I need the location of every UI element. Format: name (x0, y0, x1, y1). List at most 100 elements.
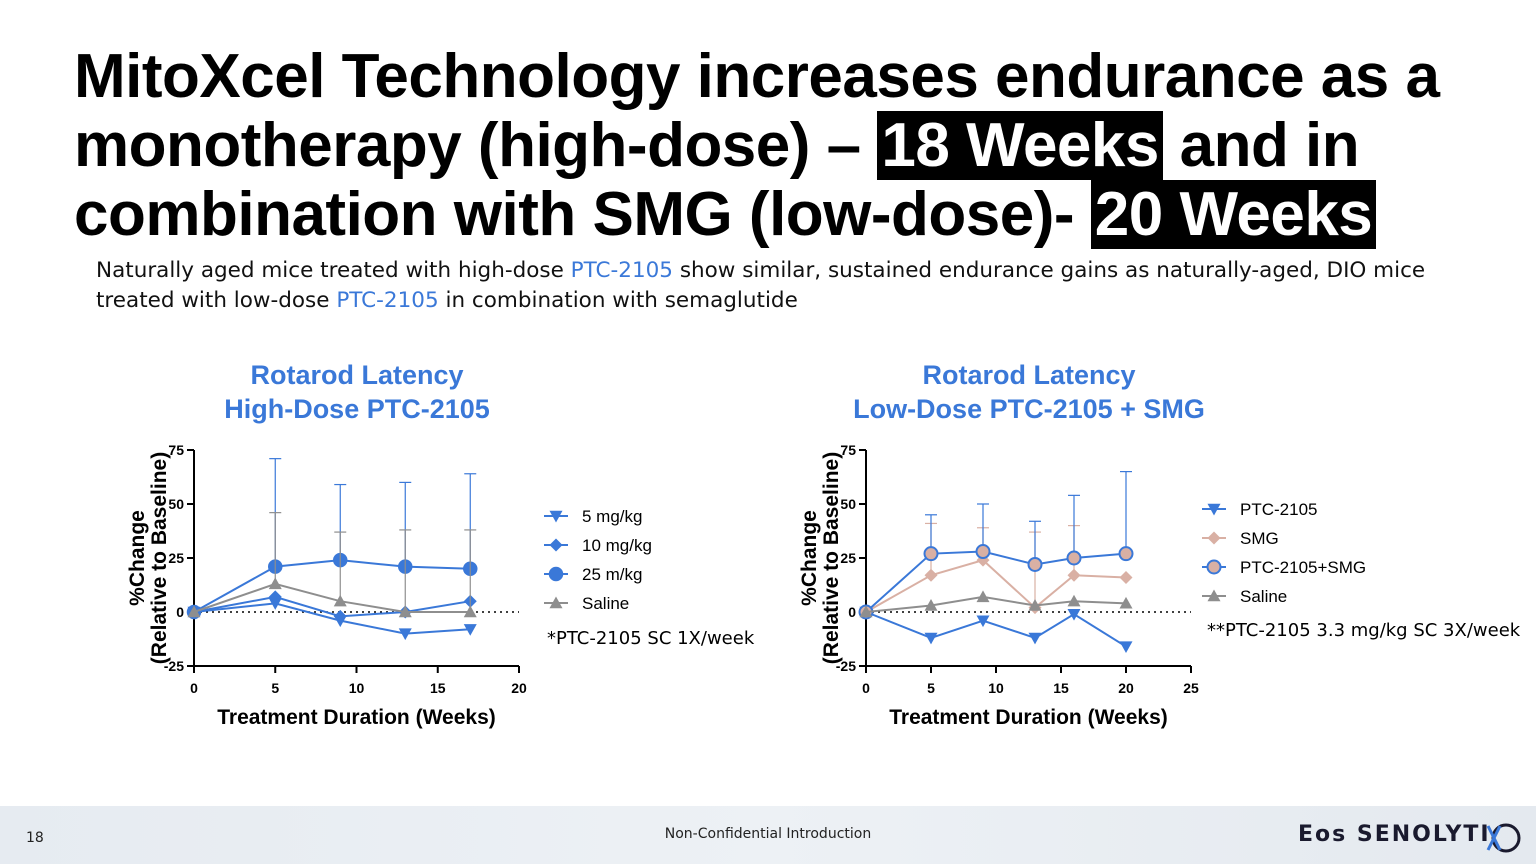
data-point (398, 628, 412, 641)
company-logo: Eos SENOLYTI (1298, 822, 1491, 847)
data-point (268, 598, 282, 610)
data-point (923, 546, 939, 562)
page-number: 18 (26, 830, 44, 846)
chart-title-line-1: Low-Dose PTC-2105 + SMG (853, 394, 1205, 424)
data-point (333, 594, 347, 607)
data-point (1119, 641, 1133, 654)
data-point (1119, 596, 1133, 609)
data-point (187, 605, 201, 618)
data-point (924, 568, 938, 582)
y-tick-label: 25 (840, 550, 856, 566)
data-point (398, 605, 412, 618)
y-axis-label-0: %Change (798, 510, 821, 606)
legend-marker (1207, 503, 1221, 516)
data-point (924, 599, 938, 611)
legend-label: PTC-2105+SMG (1240, 558, 1366, 577)
series-2 (858, 470, 1134, 620)
x-tick-label: 20 (511, 680, 527, 696)
data-point (1067, 608, 1081, 621)
data-point (1028, 599, 1042, 611)
legend-label: PTC-2105 (1240, 500, 1317, 519)
data-point (1028, 632, 1042, 645)
legend-label: SMG (1240, 529, 1279, 548)
logo-x-mark-icon (1486, 823, 1521, 853)
x-tick-label: 25 (1183, 680, 1199, 696)
data-point (924, 632, 938, 645)
x-tick-label: 5 (927, 680, 935, 696)
series-line (865, 595, 1127, 613)
data-point (975, 544, 991, 560)
title-text-2: and in combination with SMG (low-dose)- (74, 111, 1360, 249)
data-point (463, 624, 477, 636)
chart-note: **PTC-2105 3.3 mg/kg SC 3X/week (1207, 620, 1521, 641)
y-tick-label: 25 (168, 550, 184, 566)
chart-note: *PTC-2105 SC 1X/week (547, 628, 755, 649)
legend-label: 10 mg/kg (582, 536, 652, 555)
x-tick-label: 15 (430, 680, 446, 696)
slide-title: MitoXcel Technology increases endurance … (74, 42, 1514, 249)
y-tick-label: -25 (164, 658, 184, 674)
series-1 (859, 522, 1133, 619)
legend-marker (549, 538, 563, 552)
slide-subtitle: Naturally aged mice treated with high-do… (96, 256, 1496, 316)
footer-bar (0, 806, 1536, 864)
y-tick-label: 0 (176, 604, 184, 620)
data-point (1118, 546, 1134, 562)
data-point (268, 590, 282, 604)
legend-marker (1207, 589, 1221, 602)
series-2 (186, 458, 478, 620)
data-point (1119, 570, 1133, 584)
chart-high-dose: Rotarod Latency High-Dose PTC-2105 %Change… (126, 360, 755, 729)
x-tick-label: 0 (862, 680, 870, 696)
subtitle-text-1: Naturally aged mice treated with high-do… (96, 258, 571, 283)
series-3 (187, 512, 477, 618)
subtitle-drug-1: PTC-2105 (570, 258, 673, 283)
title-text-1: MitoXcel Technology increases endurance … (74, 42, 1440, 180)
series-0 (859, 606, 1133, 654)
data-point (1067, 594, 1081, 607)
series-3 (859, 590, 1133, 618)
data-point (976, 615, 990, 628)
y-axis-label-0: %Change (126, 510, 149, 606)
y-tick-label: 0 (848, 604, 856, 620)
chart-title-line-0: Rotarod Latency (250, 360, 463, 390)
data-point (268, 577, 282, 590)
x-axis-label: Treatment Duration (Weeks) (217, 706, 496, 729)
data-point (976, 590, 990, 603)
x-tick-label: 10 (349, 680, 365, 696)
x-tick-label: 10 (988, 680, 1004, 696)
data-point (463, 605, 477, 618)
title-highlight-20-weeks: 20 Weeks (1090, 180, 1377, 249)
legend-label: 25 m/kg (582, 565, 642, 584)
chart-low-dose-smg: Rotarod Latency Low-Dose PTC-2105 + SMG %C… (798, 360, 1521, 729)
y-tick-label: 75 (168, 442, 184, 458)
chart-title-line-0: Rotarod Latency (922, 360, 1135, 390)
series-line (865, 559, 1127, 613)
legend-marker (1206, 559, 1222, 575)
data-point (333, 609, 347, 623)
x-tick-label: 0 (190, 680, 198, 696)
y-axis-label-1: (Relative to Baseline) (148, 452, 171, 664)
series-line (865, 611, 1127, 648)
y-tick-label: 50 (168, 496, 184, 512)
data-point (1067, 568, 1081, 582)
legend-marker (549, 510, 563, 523)
y-tick-label: -25 (836, 658, 856, 674)
x-tick-label: 20 (1118, 680, 1134, 696)
y-axis-label-1: (Relative to Baseline) (820, 452, 843, 664)
x-axis-label: Treatment Duration (Weeks) (889, 706, 1168, 729)
y-tick-label: 50 (840, 496, 856, 512)
legend-marker (548, 566, 564, 582)
legend-label: Saline (582, 594, 629, 613)
subtitle-text-3: in combination with semaglutide (438, 288, 798, 313)
chart-title-line-1: High-Dose PTC-2105 (224, 394, 490, 424)
y-tick-label: 75 (840, 442, 856, 458)
legend-marker (1207, 531, 1221, 545)
subtitle-drug-2: PTC-2105 (336, 288, 439, 313)
series-line (865, 550, 1127, 613)
data-point (1027, 556, 1043, 572)
x-tick-label: 5 (271, 680, 279, 696)
legend-label: 5 mg/kg (582, 507, 642, 526)
legend-marker (549, 596, 563, 609)
legend-label: Saline (1240, 587, 1287, 606)
